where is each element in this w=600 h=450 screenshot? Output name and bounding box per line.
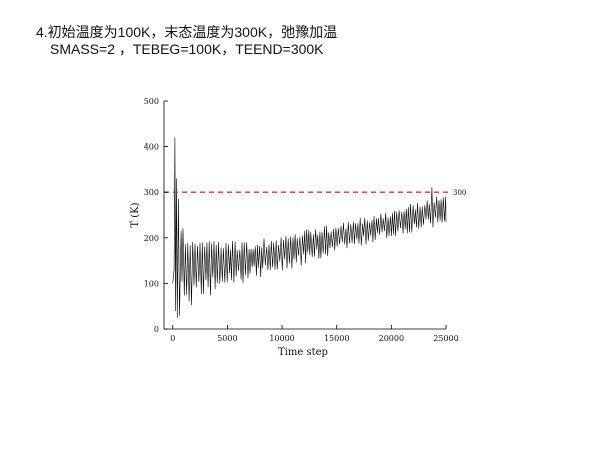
slide-header: 4.初始温度为100K，末态温度为300K，弛豫加温 SMASS=2 ，TEBE… bbox=[36, 24, 576, 58]
y-tick-label: 500 bbox=[144, 97, 159, 106]
temperature-series-line bbox=[172, 137, 447, 318]
plot-area: 300 bbox=[164, 137, 466, 318]
y-tick-label: 200 bbox=[144, 234, 159, 243]
slide-heading: 4.初始温度为100K，末态温度为300K，弛豫加温 bbox=[36, 24, 338, 40]
y-tick-label: 100 bbox=[144, 279, 159, 288]
x-tick-label: 10000 bbox=[269, 334, 294, 343]
x-tick-label: 5000 bbox=[217, 334, 237, 343]
y-tick-label: 400 bbox=[144, 143, 159, 152]
x-axis-label: Time step bbox=[278, 347, 328, 358]
x-tick-label: 0 bbox=[170, 334, 175, 343]
y-axis-label: T (K) bbox=[130, 202, 141, 227]
y-tick-label: 0 bbox=[154, 325, 159, 334]
x-tick-label: 20000 bbox=[379, 334, 404, 343]
x-tick-label: 15000 bbox=[324, 334, 349, 343]
reference-line-label: 300 bbox=[453, 189, 466, 197]
slide-parameters: SMASS=2 ，TEBEG=100K，TEEND=300K bbox=[50, 41, 324, 57]
y-tick-label: 300 bbox=[144, 188, 159, 197]
x-tick-label: 25000 bbox=[433, 334, 458, 343]
